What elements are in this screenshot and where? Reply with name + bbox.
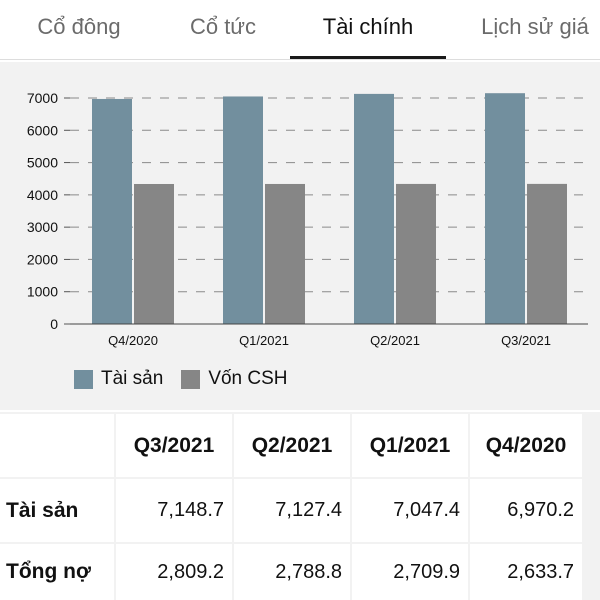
table-cell: 2,709.9 <box>352 544 468 600</box>
table-cell: 7,047.4 <box>352 479 468 542</box>
y-tick-label: 0 <box>50 316 58 332</box>
financial-table: Q3/2021 Q2/2021 Q1/2021 Q4/2020 Tài sản … <box>0 412 600 600</box>
legend-swatch-equity <box>181 369 201 389</box>
legend-label-equity: Vốn CSH <box>208 368 288 389</box>
column-header: Q4/2020 <box>470 414 582 477</box>
table-cell: 7,127.4 <box>234 479 350 542</box>
column-header: Q2/2021 <box>234 414 350 477</box>
chart-legend: Tài sản Vốn CSH <box>74 365 306 393</box>
bar-equity <box>527 183 567 324</box>
tab-bar-divider <box>0 59 600 60</box>
active-tab-indicator <box>290 56 446 59</box>
x-category-label: Q4/2020 <box>108 333 158 348</box>
tab-shareholders[interactable]: Cổ đông <box>37 14 121 39</box>
table-cell: 6,970.2 <box>470 479 582 542</box>
row-label-assets: Tài sản <box>0 479 114 542</box>
legend-item-equity[interactable]: Vốn CSH <box>181 368 288 390</box>
bar-assets <box>92 98 132 324</box>
tab-dividends[interactable]: Cổ tức <box>189 14 257 39</box>
tab-financials[interactable]: Tài chính <box>322 14 414 39</box>
table-cell: 2,633.7 <box>470 544 582 600</box>
x-category-label: Q2/2021 <box>370 333 420 348</box>
y-tick-label: 5000 <box>27 155 58 171</box>
financial-chart: 0 1000 2000 3000 4000 5000 6000 7000 Q4/2020 Q1/2… <box>0 62 600 410</box>
column-header: Q1/2021 <box>352 414 468 477</box>
legend-label-assets: Tài sản <box>101 368 164 389</box>
column-header: Q3/2021 <box>116 414 232 477</box>
bar-assets <box>354 93 394 324</box>
bar-assets <box>223 96 263 324</box>
bar-assets <box>485 93 525 324</box>
table-cell: 7,148.7 <box>116 479 232 542</box>
bar-equity <box>265 183 305 324</box>
y-tick-label: 6000 <box>27 122 58 138</box>
y-tick-label: 7000 <box>27 90 58 106</box>
chart-plot: 0 1000 2000 3000 4000 5000 6000 7000 Q4/2020 Q1/2… <box>27 90 588 348</box>
tab-bar: Cổ đông Cổ tức Tài chính Lịch sử giá <box>0 0 600 60</box>
y-tick-label: 2000 <box>27 251 58 267</box>
bar-equity <box>134 183 174 324</box>
y-tick-label: 1000 <box>27 284 58 300</box>
y-tick-label: 4000 <box>27 187 58 203</box>
x-category-label: Q1/2021 <box>239 333 289 348</box>
bar-equity <box>396 183 436 324</box>
legend-swatch-assets <box>74 369 93 389</box>
x-category-label: Q3/2021 <box>501 333 551 348</box>
y-tick-label: 3000 <box>27 219 58 235</box>
table-corner-cell <box>0 414 114 477</box>
row-label-total-debt: Tổng nợ <box>0 544 114 600</box>
legend-item-assets[interactable]: Tài sản <box>74 368 163 390</box>
table-cell: 2,788.8 <box>234 544 350 600</box>
tab-price-history[interactable]: Lịch sử giá <box>481 14 589 39</box>
table-cell: 2,809.2 <box>116 544 232 600</box>
